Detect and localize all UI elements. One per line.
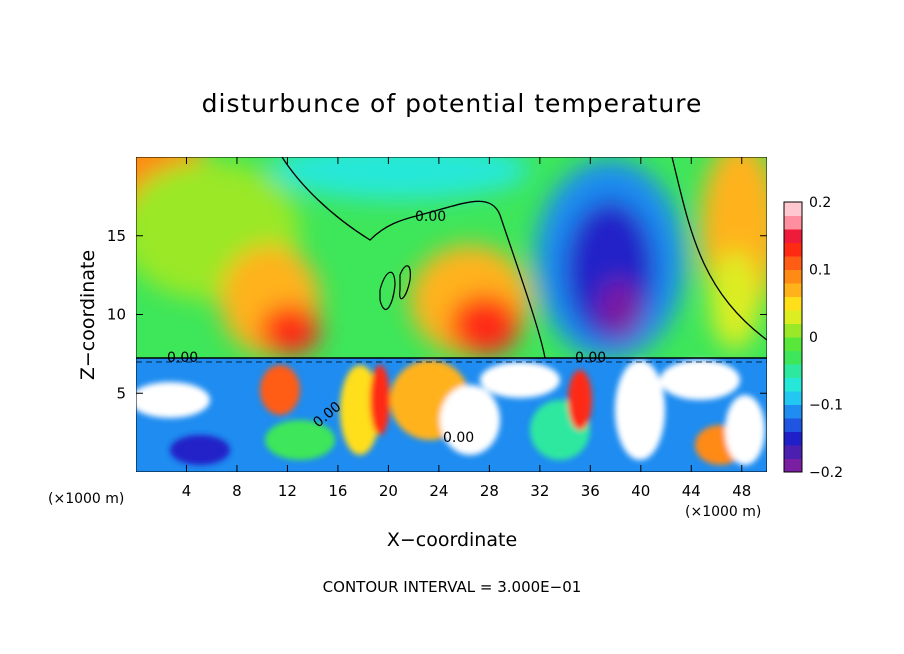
y-tick-label: 10 <box>107 306 126 324</box>
y-tick-label: 15 <box>107 227 126 245</box>
colorbar-swatch <box>784 242 802 257</box>
x-unit-left: (×1000 m) <box>48 491 124 507</box>
colorbar-swatch <box>784 377 802 392</box>
colorbar-swatch <box>784 296 802 311</box>
colorbar-swatch <box>784 283 802 297</box>
colorbar-swatch <box>784 350 802 365</box>
x-tick-label: 20 <box>379 482 398 500</box>
zero-contour <box>281 157 767 359</box>
x-axis: 4 8 12 16 20 24 28 32 36 40 44 48 <box>182 157 751 500</box>
x-tick-label: 28 <box>480 482 499 500</box>
colorbar-swatch <box>784 458 802 473</box>
colorbar-swatch <box>784 256 802 270</box>
colorbar-tick-label: 0 <box>809 330 818 346</box>
x-axis-label: X−coordinate <box>387 529 517 551</box>
colorbar-tick-label: −0.1 <box>809 398 843 414</box>
chart-title: disturbunce of potential temperature <box>202 89 703 118</box>
colorbar-swatch <box>784 323 802 338</box>
y-axis-label: Z−coordinate <box>77 250 99 380</box>
colorbar-tick-label: 0.1 <box>809 263 831 279</box>
colorbar-swatch <box>784 364 802 378</box>
x-tick-label: 12 <box>278 482 297 500</box>
x-unit-right: (×1000 m) <box>685 504 761 520</box>
x-tick-label: 24 <box>429 482 448 500</box>
contour-interval-note: CONTOUR INTERVAL = 3.000E−01 <box>323 578 582 596</box>
colorbar-swatch <box>784 404 802 419</box>
x-tick-label: 16 <box>328 482 347 500</box>
contour-label: 0.00 <box>167 350 198 366</box>
colorbar-swatch <box>784 337 802 351</box>
colorbar-swatch <box>784 310 802 324</box>
colorbar-swatch <box>784 269 802 284</box>
x-tick-label: 44 <box>682 482 701 500</box>
colorbar <box>783 201 803 473</box>
colorbar-tick-label: −0.2 <box>809 465 843 481</box>
x-tick-label: 40 <box>631 482 650 500</box>
colorbar-swatch <box>784 391 802 405</box>
x-tick-label: 8 <box>232 482 242 500</box>
colorbar-swatch <box>784 215 802 230</box>
colorbar-swatch <box>784 202 802 216</box>
plot-area <box>136 157 767 472</box>
contour-label: 0.00 <box>443 430 474 446</box>
colorbar-tick-label: 0.2 <box>809 195 831 211</box>
contour-label: 0.00 <box>575 350 606 366</box>
colorbar-swatch <box>784 229 802 243</box>
contour-label: 0.00 <box>415 209 446 225</box>
y-axis: 5 10 15 <box>107 227 767 402</box>
colorbar-swatch <box>784 445 802 459</box>
x-tick-label: 36 <box>581 482 600 500</box>
y-tick-label: 5 <box>116 384 126 402</box>
colorbar-frame <box>783 201 803 473</box>
colorbar-swatch <box>784 431 802 446</box>
x-tick-label: 48 <box>732 482 751 500</box>
colorbar-ticks: 0.2 0.1 0 −0.1 −0.2 <box>809 195 843 481</box>
colorbar-swatch <box>784 418 802 432</box>
x-tick-label: 32 <box>530 482 549 500</box>
x-tick-label: 4 <box>182 482 192 500</box>
